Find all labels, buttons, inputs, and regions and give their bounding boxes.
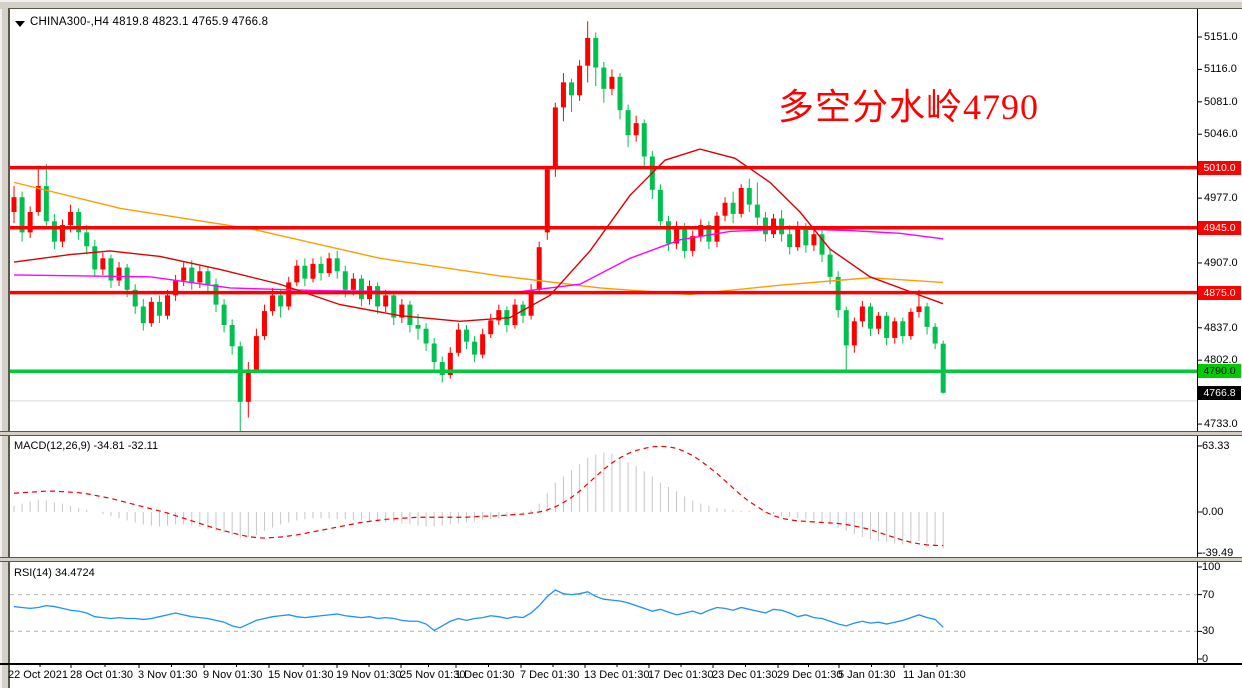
macd-tick-label: 63.33 <box>1202 439 1230 452</box>
rsi-tick-label: 100 <box>1202 561 1221 573</box>
panel-splitter-rsi[interactable] <box>0 557 1242 562</box>
time-axis-label: 11 Jan 01:30 <box>903 669 966 681</box>
time-axis-label: 19 Nov 01:30 <box>336 669 402 681</box>
macd-indicator-label: MACD(12,26,9) -34.81 -32.11 <box>14 440 159 452</box>
price-tick-label: 4977.0 <box>1204 192 1238 205</box>
window-frame-left <box>0 0 10 688</box>
time-axis-label: 23 Dec 01:30 <box>712 669 778 681</box>
price-tick-label: 5151.0 <box>1204 31 1238 43</box>
rsi-tick-label: 70 <box>1202 588 1215 601</box>
rsi-tick-label: 30 <box>1202 625 1215 638</box>
price-tick-label: 5081.0 <box>1204 95 1238 108</box>
trendline-annotation-text[interactable]: 多空分水岭4790 <box>778 87 1040 127</box>
time-axis-label: 3 Nov 01:30 <box>138 669 198 681</box>
price-tick-label: 5046.0 <box>1204 128 1238 141</box>
window-frame-top <box>0 0 1242 9</box>
time-axis-label: 5 Jan 01:30 <box>838 669 896 681</box>
ohlc-values: 4819.8 4823.1 4765.9 4766.8 <box>112 16 269 28</box>
window-frame-left-line <box>8 0 10 688</box>
price-tick-label: 4837.0 <box>1204 321 1238 334</box>
time-axis-label: 28 Oct 01:30 <box>70 669 133 681</box>
time-axis-border <box>0 663 1242 665</box>
time-axis-label: 17 Dec 01:30 <box>648 669 714 681</box>
rsi-tick-label: 0 <box>1202 653 1209 665</box>
chevron-down-icon <box>15 21 25 27</box>
price-level-badge: 4875.0 <box>1198 285 1241 300</box>
time-axis-label: 25 Nov 01:30 <box>400 669 466 681</box>
time-axis-label: 15 Nov 01:30 <box>268 669 334 681</box>
time-axis-label: 9 Nov 01:30 <box>203 669 263 681</box>
price-tick-label: 4907.0 <box>1204 256 1238 269</box>
price-tick-label: 4802.0 <box>1204 354 1238 367</box>
price-tick-label: 4733.0 <box>1204 418 1238 431</box>
symbol-name: CHINA300-,H4 <box>30 16 110 28</box>
time-axis-label: 1 Dec 01:30 <box>455 669 515 681</box>
price-level-badge: 4790.0 <box>1198 364 1241 379</box>
window-frame-top-line <box>8 8 1242 9</box>
price-level-badge: 4945.0 <box>1198 220 1241 235</box>
price-level-badge: 5010.0 <box>1198 160 1241 175</box>
macd-tick-label: -39.49 <box>1202 547 1234 560</box>
rsi-indicator-label: RSI(14) 34.4724 <box>14 567 95 579</box>
symbol-ohlc-header: CHINA300-,H4 4819.8 4823.1 4765.9 4766.8 <box>30 16 268 28</box>
price-level-badge: 4766.8 <box>1198 385 1241 400</box>
price-tick-label: 5116.0 <box>1204 63 1237 76</box>
time-axis-label: 7 Dec 01:30 <box>520 669 580 681</box>
time-axis-label: 22 Oct 2021 <box>8 669 68 681</box>
time-axis-label: 29 Dec 01:30 <box>777 669 843 681</box>
time-axis-label: 13 Dec 01:30 <box>584 669 650 681</box>
panel-splitter-macd[interactable] <box>0 431 1242 436</box>
macd-tick-label: 0.00 <box>1202 506 1224 518</box>
